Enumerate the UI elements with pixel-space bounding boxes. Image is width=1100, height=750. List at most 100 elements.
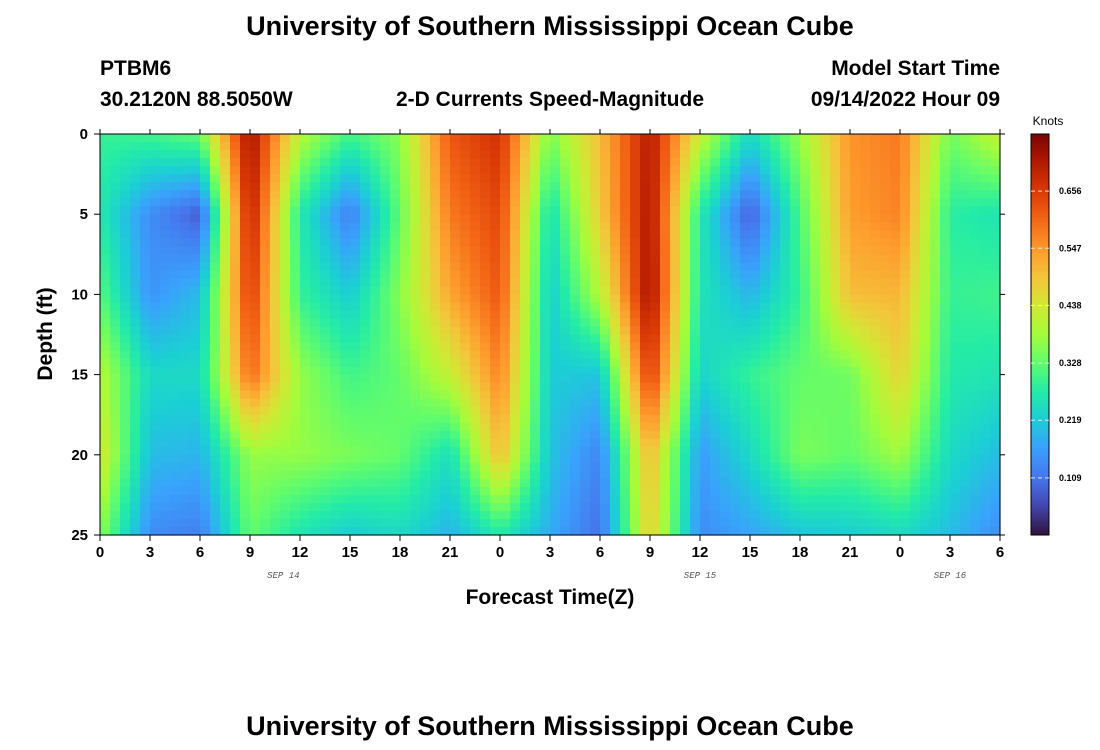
heatmap-cell <box>820 310 831 320</box>
heatmap-cell <box>610 158 621 167</box>
heatmap-cell <box>450 190 461 199</box>
heatmap-cell <box>730 470 741 480</box>
heatmap-cell <box>150 510 161 520</box>
heatmap-cell <box>100 206 111 215</box>
heatmap-cell <box>880 150 891 159</box>
heatmap-cell <box>520 350 531 360</box>
heatmap-cell <box>140 254 151 263</box>
heatmap-cell <box>410 470 421 480</box>
heatmap-cell <box>130 390 141 400</box>
heatmap-cell <box>450 470 461 480</box>
heatmap-cell <box>530 198 541 207</box>
heatmap-cell <box>510 494 521 504</box>
heatmap-cell <box>460 262 471 271</box>
heatmap-cell <box>490 478 501 488</box>
heatmap-cell <box>250 182 261 191</box>
heatmap-cell <box>250 278 261 287</box>
heatmap-cell <box>790 326 801 336</box>
heatmap-cell <box>460 134 471 143</box>
heatmap-cell <box>180 286 191 295</box>
heatmap-cell <box>880 270 891 279</box>
heatmap-cell <box>990 278 1001 287</box>
heatmap-cell <box>100 374 111 384</box>
heatmap-cell <box>380 206 391 215</box>
heatmap-cell <box>130 278 141 287</box>
heatmap-cell <box>370 302 381 312</box>
heatmap-cell <box>730 262 741 271</box>
heatmap-cell <box>560 358 571 368</box>
heatmap-cell <box>740 262 751 271</box>
heatmap-cell <box>230 494 241 504</box>
heatmap-cell <box>970 326 981 336</box>
heatmap-cell <box>310 406 321 416</box>
heatmap-cell <box>660 158 671 167</box>
heatmap-cell <box>590 278 601 287</box>
model-start-time: 09/14/2022 Hour 09 <box>811 88 1000 111</box>
heatmap-cell <box>500 478 511 488</box>
heatmap-cell <box>580 190 591 199</box>
heatmap-cell <box>110 470 121 480</box>
heatmap-cell <box>820 398 831 408</box>
heatmap-cell <box>300 246 311 255</box>
heatmap-cell <box>360 182 371 191</box>
heatmap-cell <box>880 446 891 456</box>
heatmap-cell <box>330 270 341 279</box>
heatmap-cell <box>470 390 481 400</box>
heatmap-cell <box>350 510 361 520</box>
heatmap-cell <box>290 278 301 287</box>
heatmap-cell <box>550 342 561 352</box>
heatmap-cell <box>650 390 661 400</box>
heatmap-cell <box>810 302 821 312</box>
heatmap-cell <box>510 270 521 279</box>
heatmap-cell <box>110 334 121 344</box>
heatmap-cell <box>360 510 371 520</box>
heatmap-cell <box>830 222 841 231</box>
heatmap-cell <box>510 366 521 376</box>
heatmap-cell <box>400 222 411 231</box>
heatmap-cell <box>880 286 891 295</box>
heatmap-cell <box>540 286 551 295</box>
heatmap-cell <box>550 134 561 143</box>
heatmap-cell <box>310 318 321 328</box>
heatmap-cell <box>860 214 871 223</box>
heatmap-cell <box>350 334 361 344</box>
heatmap-cell <box>630 390 641 400</box>
heatmap-cell <box>230 470 241 480</box>
heatmap-cell <box>320 342 331 352</box>
heatmap-cell <box>390 174 401 183</box>
heatmap-cell <box>900 398 911 408</box>
heatmap-cell <box>850 422 861 432</box>
heatmap-cell <box>310 334 321 344</box>
heatmap-cell <box>310 502 321 512</box>
heatmap-cell <box>540 382 551 392</box>
heatmap-cell <box>620 294 631 304</box>
heatmap-cell <box>360 142 371 151</box>
heatmap-cell <box>960 390 971 400</box>
heatmap-cell <box>200 166 211 175</box>
heatmap-cell <box>620 230 631 239</box>
heatmap-cell <box>470 206 481 215</box>
heatmap-cell <box>140 310 151 320</box>
heatmap-cell <box>450 366 461 376</box>
heatmap-cell <box>270 238 281 247</box>
heatmap-cell <box>510 254 521 263</box>
heatmap-cell <box>990 222 1001 231</box>
heatmap-cell <box>850 526 861 536</box>
heatmap-cell <box>120 470 131 480</box>
heatmap-cell <box>950 518 961 528</box>
heatmap-cell <box>270 198 281 207</box>
heatmap-cell <box>630 478 641 488</box>
heatmap-cell <box>120 350 131 360</box>
heatmap-cell <box>290 302 301 312</box>
heatmap-cell <box>800 366 811 376</box>
heatmap-cell <box>120 494 131 504</box>
heatmap-cell <box>640 414 651 424</box>
heatmap-cell <box>340 342 351 352</box>
heatmap-cell <box>120 158 131 167</box>
heatmap-cell <box>170 270 181 279</box>
heatmap-cell <box>890 342 901 352</box>
heatmap-cell <box>950 214 961 223</box>
heatmap-cell <box>400 382 411 392</box>
heatmap-cell <box>130 350 141 360</box>
heatmap-cell <box>780 446 791 456</box>
